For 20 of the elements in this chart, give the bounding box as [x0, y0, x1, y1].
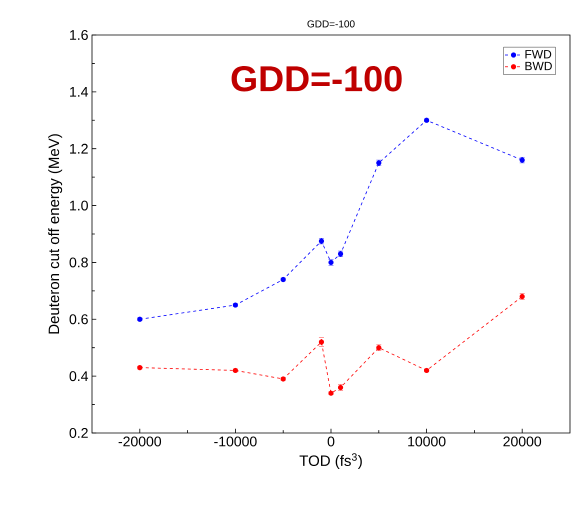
annotation: GDD=-100: [232, 66, 402, 92]
chart-title: GDD=-100: [307, 20, 355, 28]
y-tick-label: 0.4: [70, 371, 88, 382]
y-tick-label: 0.2: [70, 428, 88, 438]
y-axis-title: Deuteron cut off energy (MeV): [48, 134, 62, 334]
y-tick-label: 0.6: [70, 314, 88, 324]
x-tick-label: -20000: [118, 436, 162, 446]
legend-label: BWD: [525, 62, 552, 70]
y-tick-label: 1.6: [70, 30, 88, 40]
y-tick-label: 0.8: [70, 257, 88, 268]
legend-label: FWD: [525, 50, 552, 58]
y-tick-label: 1.4: [70, 87, 88, 97]
y-tick-label: 1.0: [70, 200, 88, 211]
x-tick-label: 20000: [503, 436, 542, 446]
point: [318, 339, 324, 345]
y-tick-label: 1.2: [70, 144, 88, 154]
x-tick-label: -10000: [214, 436, 257, 446]
x-axis-title: TOD (fs$^{3}$): [300, 453, 362, 469]
x-tick-label: 10000: [408, 436, 446, 446]
x-tick-label: 0: [328, 436, 334, 446]
